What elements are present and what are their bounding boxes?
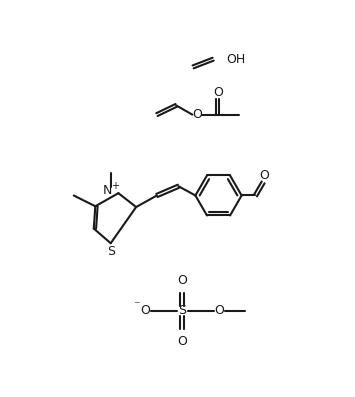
- Text: OH: OH: [226, 53, 245, 66]
- Text: O: O: [259, 169, 269, 182]
- Text: N: N: [103, 183, 112, 197]
- Text: O: O: [178, 335, 187, 347]
- Text: O: O: [192, 108, 202, 121]
- Text: O: O: [178, 274, 187, 287]
- Text: O: O: [141, 304, 150, 318]
- Text: S: S: [108, 245, 115, 258]
- Text: O: O: [214, 304, 224, 318]
- Text: +: +: [111, 181, 119, 191]
- Text: O: O: [213, 86, 223, 99]
- Text: S: S: [178, 304, 186, 318]
- Text: ⁻: ⁻: [133, 299, 140, 312]
